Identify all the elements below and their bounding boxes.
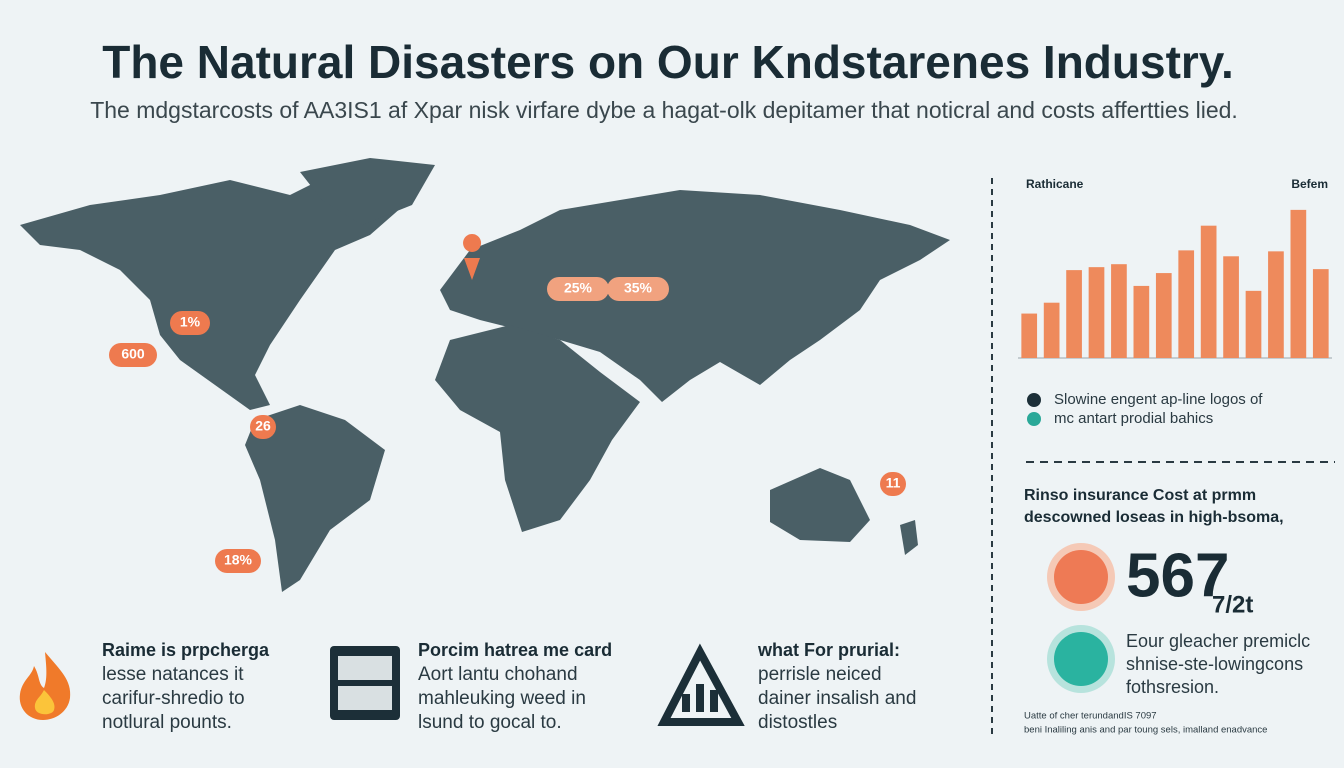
map-pin [463,234,482,280]
legend-label: Slowine engent ap-line logos of [1054,391,1263,408]
fire-icon [19,652,71,720]
stat-circle [1054,550,1108,604]
feature-text: lsund to gocal to. [418,712,562,733]
bar [1066,270,1082,358]
legend-label: mc antart prodial bahics [1054,410,1213,427]
map-badge [880,472,906,496]
chart-title: Befem [1291,177,1328,191]
footnote: Uatte of cher terundandIS 7097 [1024,711,1157,722]
bar [1245,290,1262,358]
badge-label: 26 [255,418,271,434]
bar [1088,267,1105,358]
feature-title: what For prurial: [757,640,900,660]
bar [1133,285,1150,358]
map-badge [250,415,276,439]
bar [1021,313,1038,358]
title: The Natural Disasters on Our Kndstarenes… [102,36,1234,88]
bar [1111,264,1127,358]
map-badge [109,343,157,367]
africa [435,325,640,532]
north-america [20,170,410,410]
feature-text: carifur-shredio to [102,688,245,709]
bar [1223,256,1239,358]
feature-text: perrisle neiced [758,664,882,685]
stat-number: 567 [1126,541,1229,610]
section-text: shnise-ste-lowingcons [1126,654,1303,674]
map-badge [607,277,669,301]
stat-suffix: 7/2t [1212,591,1253,618]
badge-label: 11 [886,475,901,491]
badge-label: 25% [564,280,593,296]
map-badge [170,311,210,335]
feature-title: Porcim hatrea me card [418,640,612,660]
south-america [245,405,385,592]
bar [1290,209,1307,358]
feature-text: notlural pounts. [102,712,232,733]
badge-label: 1% [180,314,201,330]
legend-swatch [1027,412,1041,426]
footnote: beni Inaliling anis and par toung sels, … [1024,725,1267,736]
feature-text: Aort lantu chohand [418,664,578,685]
house-chart-icon [657,643,745,726]
bar [1268,251,1284,358]
feature-text: mahleuking weed in [418,688,586,709]
badge-label: 600 [121,346,145,362]
world-map [20,158,950,592]
stat-circle [1054,632,1108,686]
chart-title: Rathicane [1026,177,1084,191]
bar [1155,273,1172,358]
bar [1178,250,1195,358]
australia [770,468,870,542]
eurasia [440,190,950,402]
section-text: fothsresion. [1126,677,1219,697]
badge-label: 18% [224,552,253,568]
calendar-icon [330,646,400,720]
bar [1043,302,1060,358]
section-text: Eour gleacher premiclc [1126,631,1310,651]
feature-text: distostles [758,712,837,733]
bar [1200,225,1217,358]
feature-text: dainer insalish and [758,688,916,709]
subtitle: The mdgstarcosts of AA3IS1 af Xpar nisk … [90,97,1238,123]
section-title: descowned loseas in high-bsoma, [1024,509,1284,526]
legend-swatch [1027,393,1041,407]
map-badge [547,277,609,301]
feature-title: Raime is prpcherga [102,640,270,660]
greenland [300,158,435,225]
badge-label: 35% [624,280,653,296]
bar [1312,269,1329,358]
feature-text: lesse natances it [102,664,244,685]
map-badge [215,549,261,573]
new-zealand [900,520,918,555]
section-title: Rinso insurance Cost at prmm [1024,487,1256,504]
